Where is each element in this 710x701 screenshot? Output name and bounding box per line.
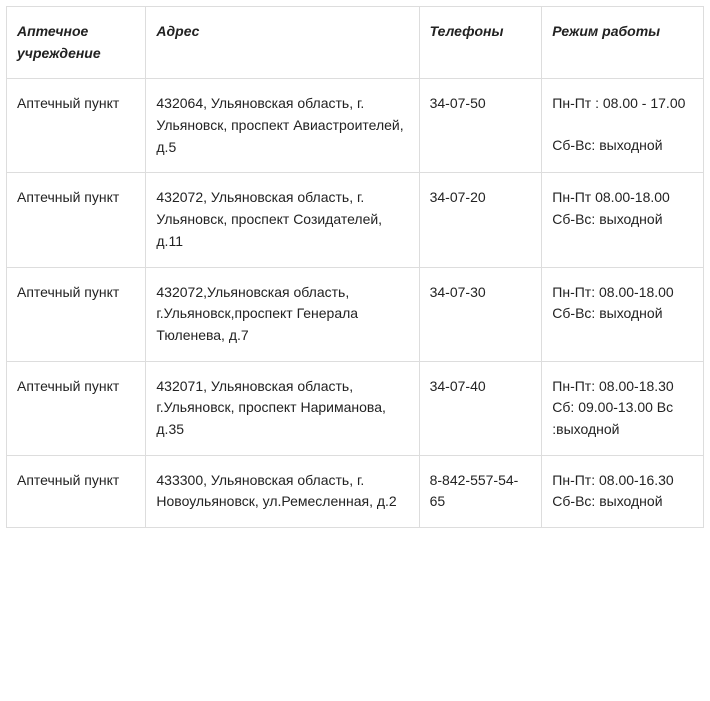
col-header-phones: Телефоны <box>419 7 542 79</box>
cell-institution: Аптечный пункт <box>7 267 146 361</box>
cell-hours: Пн-Пт 08.00-18.00 Сб-Вс: выходной <box>542 173 704 267</box>
cell-institution: Аптечный пункт <box>7 173 146 267</box>
cell-phone: 8-842-557-54-65 <box>419 455 542 527</box>
cell-phone: 34-07-20 <box>419 173 542 267</box>
table-row: Аптечный пункт432072, Ульяновская област… <box>7 173 704 267</box>
cell-address: 433300, Ульяновская область, г. Новоулья… <box>146 455 419 527</box>
schedule-line: Пн-Пт: 08.00-18.00 Сб-Вс: выходной <box>552 284 673 322</box>
col-header-hours: Режим работы <box>542 7 704 79</box>
cell-hours: Пн-Пт : 08.00 - 17.00 Сб-Вс: выходной <box>542 79 704 173</box>
cell-address: 432064, Ульяновская область, г. Ульяновс… <box>146 79 419 173</box>
cell-address: 432072,Ульяновская область, г.Ульяновск,… <box>146 267 419 361</box>
cell-address: 432071, Ульяновская область, г.Ульяновск… <box>146 361 419 455</box>
cell-hours: Пн-Пт: 08.00-18.30 Сб: 09.00-13.00 Вс :в… <box>542 361 704 455</box>
pharmacy-table: Аптечное учреждение Адрес Телефоны Режим… <box>6 6 704 528</box>
col-header-institution: Аптечное учреждение <box>7 7 146 79</box>
table-row: Аптечный пункт433300, Ульяновская област… <box>7 455 704 527</box>
schedule-line: Сб-Вс: выходной <box>552 135 693 157</box>
page-root: Аптечное учреждение Адрес Телефоны Режим… <box>0 0 710 534</box>
cell-institution: Аптечный пункт <box>7 79 146 173</box>
cell-address: 432072, Ульяновская область, г. Ульяновс… <box>146 173 419 267</box>
cell-phone: 34-07-40 <box>419 361 542 455</box>
cell-institution: Аптечный пункт <box>7 361 146 455</box>
schedule-line: Пн-Пт : 08.00 - 17.00 <box>552 95 685 111</box>
schedule-gap <box>552 115 693 135</box>
schedule-line: Пн-Пт: 08.00-16.30 Сб-Вс: выходной <box>552 472 673 510</box>
table-row: Аптечный пункт432064, Ульяновская област… <box>7 79 704 173</box>
cell-hours: Пн-Пт: 08.00-18.00 Сб-Вс: выходной <box>542 267 704 361</box>
table-header-row: Аптечное учреждение Адрес Телефоны Режим… <box>7 7 704 79</box>
schedule-line: Пн-Пт 08.00-18.00 Сб-Вс: выходной <box>552 189 670 227</box>
table-row: Аптечный пункт432071, Ульяновская област… <box>7 361 704 455</box>
cell-institution: Аптечный пункт <box>7 455 146 527</box>
cell-phone: 34-07-50 <box>419 79 542 173</box>
schedule-line: Пн-Пт: 08.00-18.30 Сб: 09.00-13.00 Вс :в… <box>552 378 673 437</box>
col-header-address: Адрес <box>146 7 419 79</box>
table-body: Аптечный пункт432064, Ульяновская област… <box>7 79 704 528</box>
cell-phone: 34-07-30 <box>419 267 542 361</box>
table-header: Аптечное учреждение Адрес Телефоны Режим… <box>7 7 704 79</box>
cell-hours: Пн-Пт: 08.00-16.30 Сб-Вс: выходной <box>542 455 704 527</box>
table-row: Аптечный пункт432072,Ульяновская область… <box>7 267 704 361</box>
